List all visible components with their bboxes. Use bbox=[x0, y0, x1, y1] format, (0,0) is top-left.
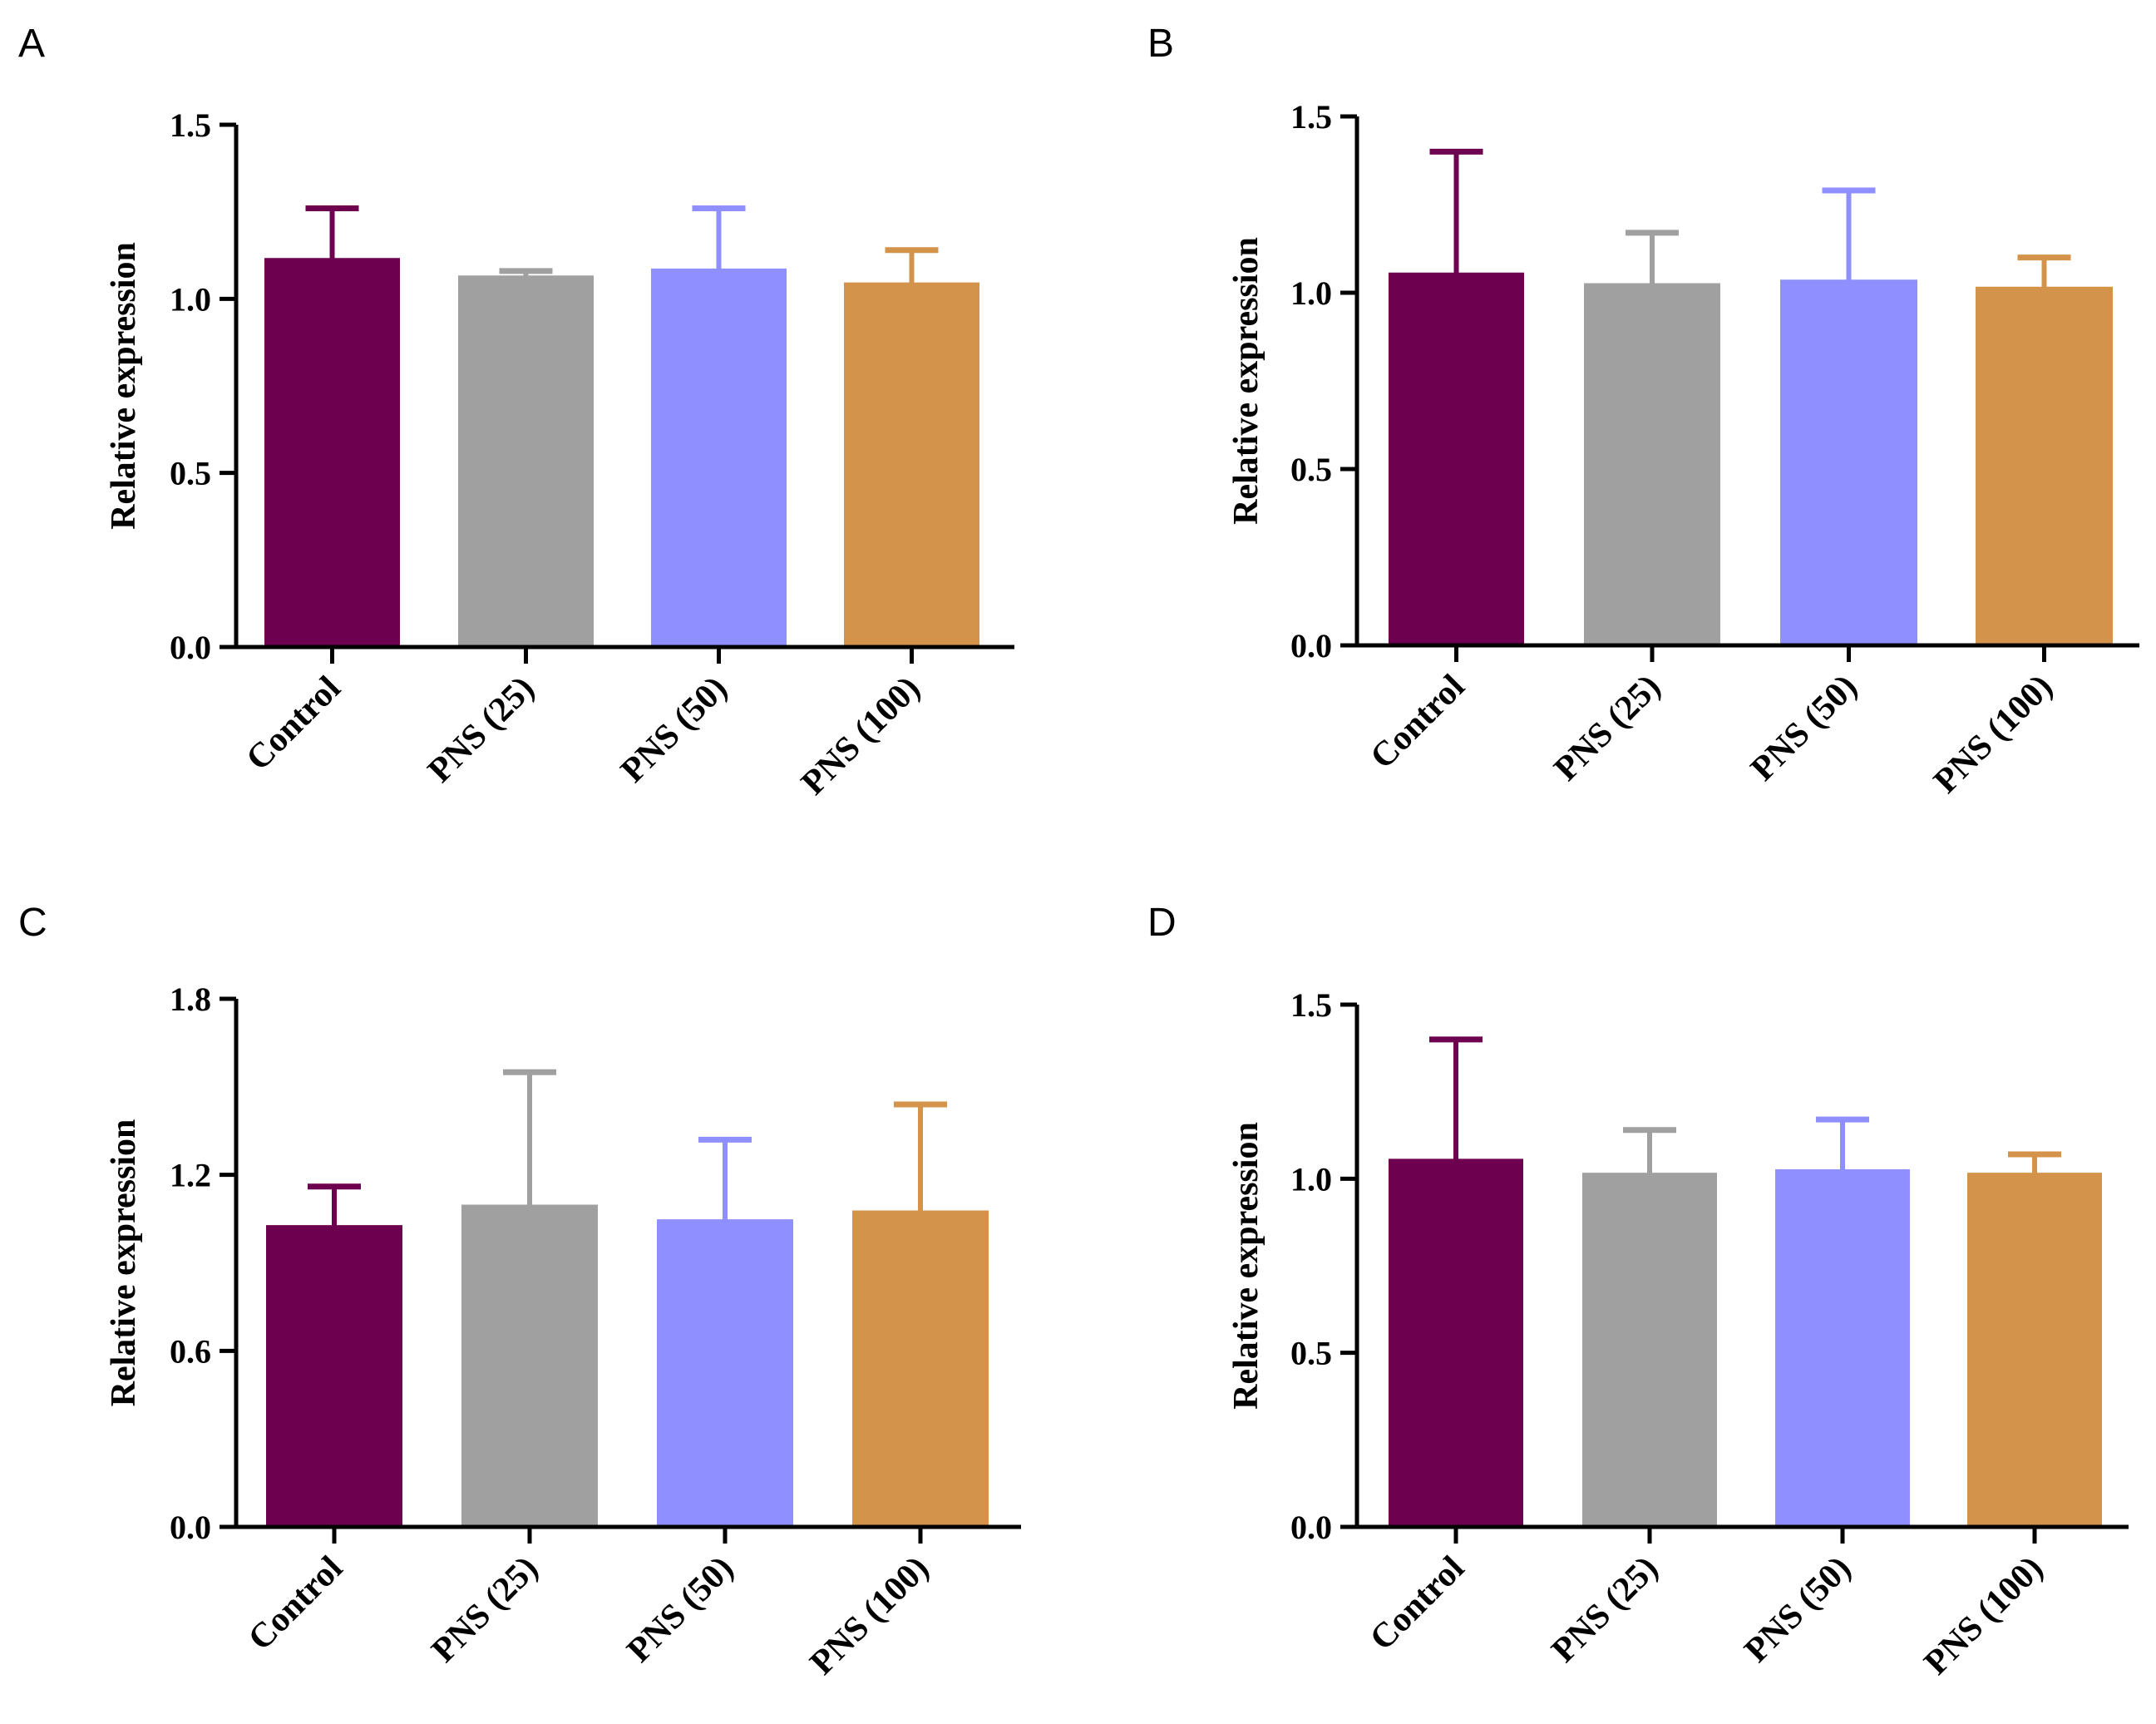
bar bbox=[852, 1213, 989, 1527]
y-axis-label: Relative expression bbox=[1227, 1122, 1265, 1410]
x-tick-label: PNS (100) bbox=[794, 669, 927, 803]
y-tick-label: 1.5 bbox=[170, 106, 211, 144]
y-tick-label: 1.0 bbox=[1290, 1160, 1332, 1198]
x-tick-label: PNS (100) bbox=[1917, 1549, 2050, 1682]
y-tick-label: 0.6 bbox=[170, 1332, 211, 1370]
bar bbox=[1775, 1171, 1910, 1527]
y-tick-label: 1.5 bbox=[1290, 98, 1332, 136]
y-axis-label: Relative expression bbox=[105, 1119, 143, 1407]
y-tick-label: 0.5 bbox=[1290, 451, 1332, 488]
panel-letter: A bbox=[18, 22, 45, 66]
x-tick-label: PNS (25) bbox=[1547, 668, 1669, 789]
chart-panel-b: B Relative expression 0.0 0.5 1.0 1.5 Control P… bbox=[1147, 22, 2139, 801]
x-tick-label: PNS (25) bbox=[1545, 1549, 1666, 1671]
bar bbox=[461, 1207, 598, 1527]
x-tick-label: Control bbox=[1364, 668, 1473, 777]
x-tick-label: Control bbox=[241, 1549, 350, 1658]
bar bbox=[1780, 282, 1917, 645]
bar bbox=[458, 278, 594, 647]
bar bbox=[264, 260, 400, 647]
chart-panel-c: C Relative expression 0.0 0.6 1.2 1.8 Control P… bbox=[18, 901, 1021, 1682]
panel-letter: B bbox=[1147, 22, 1174, 66]
x-tick-label: PNS (50) bbox=[614, 669, 735, 791]
y-tick-label: 1.8 bbox=[170, 981, 211, 1018]
y-tick-label: 0.0 bbox=[170, 629, 211, 666]
x-tick-label: PNS (25) bbox=[425, 1549, 546, 1671]
chart-panel-d: D Relative expression 0.0 0.5 1.0 1.5 Control P… bbox=[1147, 901, 2129, 1682]
y-tick-label: 1.2 bbox=[170, 1157, 211, 1194]
bar bbox=[266, 1228, 402, 1527]
y-tick-label: 1.0 bbox=[170, 280, 211, 318]
y-tick-label: 0.5 bbox=[1290, 1335, 1332, 1372]
bar bbox=[657, 1222, 793, 1527]
bar bbox=[1389, 274, 1524, 645]
bar bbox=[1976, 289, 2113, 645]
y-tick-label: 0.0 bbox=[170, 1509, 211, 1546]
y-tick-label: 0.5 bbox=[170, 455, 211, 492]
chart-panel-a: A Relative expression 0.0 0.5 1.0 1.5 Control P… bbox=[18, 22, 1014, 803]
y-tick-label: 1.5 bbox=[1290, 986, 1332, 1024]
bar bbox=[1584, 285, 1720, 645]
x-tick-label: PNS (50) bbox=[1738, 1549, 1859, 1671]
x-tick-label: PNS (50) bbox=[620, 1549, 742, 1671]
x-tick-label: Control bbox=[1363, 1549, 1472, 1658]
bar bbox=[651, 270, 787, 647]
x-tick-label: Control bbox=[239, 669, 348, 778]
y-tick-label: 0.0 bbox=[1290, 1509, 1332, 1546]
x-tick-label: PNS (25) bbox=[421, 669, 542, 791]
y-tick-label: 1.0 bbox=[1290, 274, 1332, 312]
y-axis-label: Relative expression bbox=[105, 242, 143, 530]
x-tick-label: PNS (100) bbox=[803, 1549, 936, 1682]
panel-letter: D bbox=[1147, 901, 1177, 945]
y-tick-label: 0.0 bbox=[1290, 627, 1332, 664]
bar bbox=[1389, 1161, 1523, 1527]
bar bbox=[1967, 1175, 2102, 1527]
bar bbox=[1582, 1175, 1717, 1527]
panel-letter: C bbox=[18, 901, 47, 945]
bar bbox=[844, 284, 979, 647]
x-tick-label: PNS (50) bbox=[1744, 668, 1865, 789]
x-tick-label: PNS (100) bbox=[1927, 668, 2060, 801]
y-axis-label: Relative expression bbox=[1227, 237, 1265, 525]
